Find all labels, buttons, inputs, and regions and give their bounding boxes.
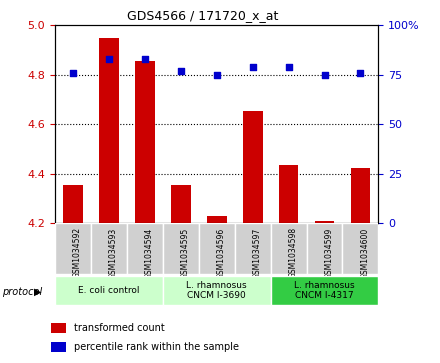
Point [70,70,77,76]
Text: protocol: protocol [2,287,42,297]
Text: GSM1034596: GSM1034596 [216,227,226,278]
Text: GSM1034599: GSM1034599 [324,227,334,278]
Bar [235,223,271,274]
Bar [91,223,127,274]
Point [357,70,364,76]
Point [321,72,328,78]
Bar [135,61,155,223]
Text: GSM1034595: GSM1034595 [181,227,190,278]
Text: L. rhamnosus
CNCM I-3690: L. rhamnosus CNCM I-3690 [187,281,247,300]
Bar [351,168,370,223]
Text: transformed count: transformed count [74,323,165,333]
Bar [243,111,263,223]
Bar [307,223,342,274]
Bar [99,38,119,223]
Text: GSM1034592: GSM1034592 [73,227,82,278]
Point [249,64,256,70]
Text: percentile rank within the sample: percentile rank within the sample [74,342,239,352]
Bar [51,323,66,333]
Bar [163,223,199,274]
Bar [279,165,298,223]
Point [106,56,113,62]
Bar [199,223,235,274]
Bar [63,185,83,223]
Text: GSM1034598: GSM1034598 [289,227,297,278]
Text: GDS4566 / 171720_x_at: GDS4566 / 171720_x_at [127,9,278,22]
Point [177,68,184,74]
Text: E. coli control: E. coli control [78,286,139,295]
Bar [51,342,66,352]
Bar [207,216,227,223]
Text: L. rhamnosus
CNCM I-4317: L. rhamnosus CNCM I-4317 [294,281,355,300]
Bar [127,223,163,274]
Text: GSM1034593: GSM1034593 [109,227,118,278]
Point [285,64,292,70]
Text: ▶: ▶ [33,287,41,297]
Bar [315,221,334,223]
Text: GSM1034597: GSM1034597 [253,227,262,278]
Bar [271,223,307,274]
Bar [271,276,378,305]
Bar [163,276,271,305]
Bar [55,276,163,305]
Point [213,72,220,78]
Bar [171,185,191,223]
Bar [342,223,378,274]
Bar [55,223,91,274]
Point [141,56,148,62]
Text: GSM1034594: GSM1034594 [145,227,154,278]
Text: GSM1034600: GSM1034600 [360,227,370,278]
